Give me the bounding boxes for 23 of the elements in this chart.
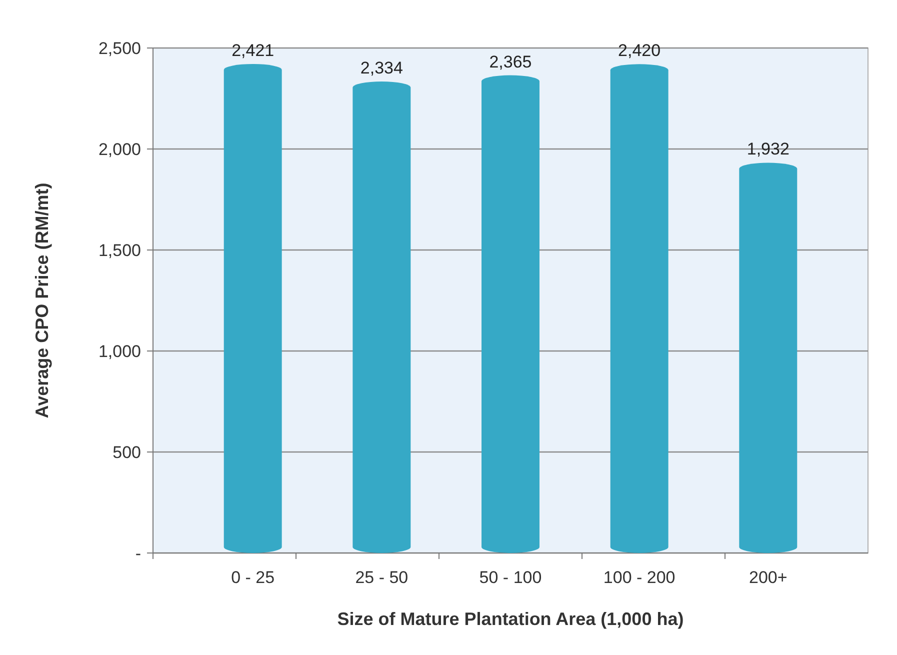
y-axis-title: Average CPO Price (RM/mt)	[32, 182, 52, 418]
bar	[482, 75, 540, 553]
bar	[352, 82, 411, 553]
data-label: 2,420	[618, 41, 661, 60]
data-label: 2,365	[489, 52, 532, 72]
y-tick-label: 500	[112, 442, 141, 462]
y-tick-label: 2,000	[98, 140, 141, 159]
y-tick-label: -	[135, 544, 141, 563]
y-tick-label: 2,500	[98, 38, 141, 58]
y-tick-label: 1,000	[98, 342, 141, 361]
bar	[739, 162, 798, 553]
bar	[610, 64, 668, 553]
y-tick-label: 1,500	[98, 240, 141, 260]
data-label: 2,421	[232, 40, 274, 60]
x-tick-label: 0 - 25	[231, 568, 275, 587]
x-tick-label: 100 - 200	[603, 568, 676, 587]
x-axis-title: Size of Mature Plantation Area (1,000 ha)	[337, 609, 684, 629]
data-label: 1,932	[746, 140, 790, 159]
x-tick-label: 200+	[749, 568, 788, 587]
bar	[224, 64, 282, 553]
x-tick-label: 50 - 100	[479, 568, 542, 587]
data-label: 2,334	[360, 58, 403, 78]
x-tick-label: 25 - 50	[355, 568, 408, 587]
